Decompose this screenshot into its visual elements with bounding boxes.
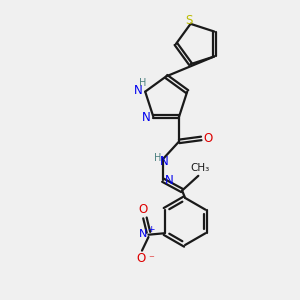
Text: N: N bbox=[134, 84, 142, 97]
Text: CH₃: CH₃ bbox=[190, 163, 209, 172]
Text: H: H bbox=[154, 153, 161, 163]
Text: O: O bbox=[139, 203, 148, 217]
Text: O: O bbox=[136, 252, 145, 265]
Text: S: S bbox=[185, 14, 193, 27]
Text: N: N bbox=[165, 174, 174, 187]
Text: O: O bbox=[203, 132, 212, 145]
Text: N: N bbox=[160, 155, 169, 169]
Text: +: + bbox=[147, 225, 154, 234]
Text: N: N bbox=[142, 111, 150, 124]
Text: H: H bbox=[140, 78, 147, 88]
Text: ⁻: ⁻ bbox=[148, 254, 154, 264]
Text: N: N bbox=[139, 229, 147, 239]
